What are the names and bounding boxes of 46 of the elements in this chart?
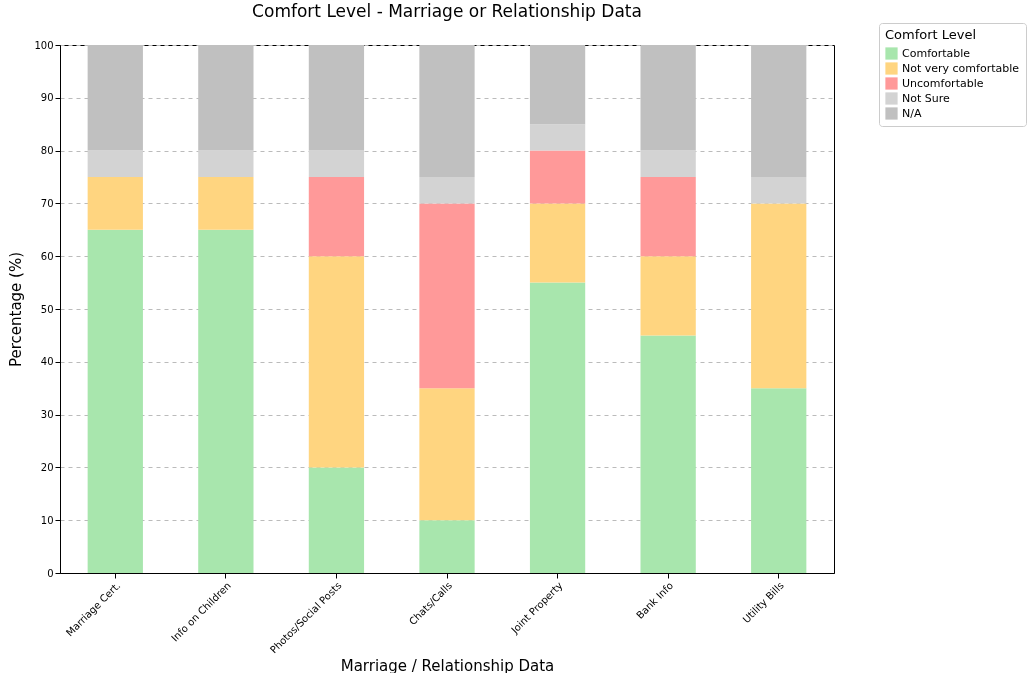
y-tick-label: 90	[40, 92, 54, 104]
bar	[198, 150, 254, 177]
bar	[308, 150, 365, 177]
bar	[308, 177, 365, 257]
bar	[640, 150, 696, 177]
bar	[419, 203, 475, 389]
bar	[419, 177, 475, 204]
bar	[529, 203, 586, 283]
bar	[529, 150, 586, 204]
bar	[87, 177, 143, 230]
y-tick-label: 60	[40, 250, 54, 262]
y-tick-label: 100	[34, 39, 54, 51]
chart-title: Comfort Level - Marriage or Relationship Data	[252, 0, 642, 21]
y-tick-label: 0	[47, 567, 54, 579]
y-tick-label: 80	[40, 145, 54, 157]
legend-label: N/A	[902, 106, 922, 120]
y-tick-label: 20	[40, 461, 54, 473]
bar	[529, 282, 586, 573]
legend-label: Uncomfortable	[902, 76, 984, 90]
bar	[640, 256, 696, 336]
y-axis-title: Percentage (%)	[7, 251, 26, 368]
legend-title: Comfort Level	[885, 27, 977, 42]
y-tick-label: 70	[40, 197, 54, 209]
bar	[640, 335, 696, 573]
bar	[198, 229, 254, 573]
bar	[308, 256, 365, 468]
bar	[751, 388, 807, 573]
y-tick-label: 30	[40, 409, 54, 421]
bar	[419, 520, 475, 573]
y-tick-label: 40	[40, 356, 54, 368]
bar	[419, 388, 475, 521]
bar	[87, 150, 143, 177]
bar	[198, 177, 254, 230]
y-tick-label: 10	[40, 514, 54, 526]
y-tick-label: 50	[40, 303, 54, 315]
bar	[529, 124, 586, 151]
bar	[419, 45, 475, 177]
x-axis-title: Marriage / Relationship Data	[340, 656, 555, 675]
legend-label: Comfortable	[902, 46, 971, 60]
bar	[640, 177, 696, 257]
legend-label: Not Sure	[902, 91, 950, 105]
legend-label: Not very comfortable	[902, 61, 1020, 75]
bar	[751, 177, 807, 204]
bar	[751, 203, 807, 389]
bar	[308, 467, 365, 573]
bar	[87, 229, 143, 573]
